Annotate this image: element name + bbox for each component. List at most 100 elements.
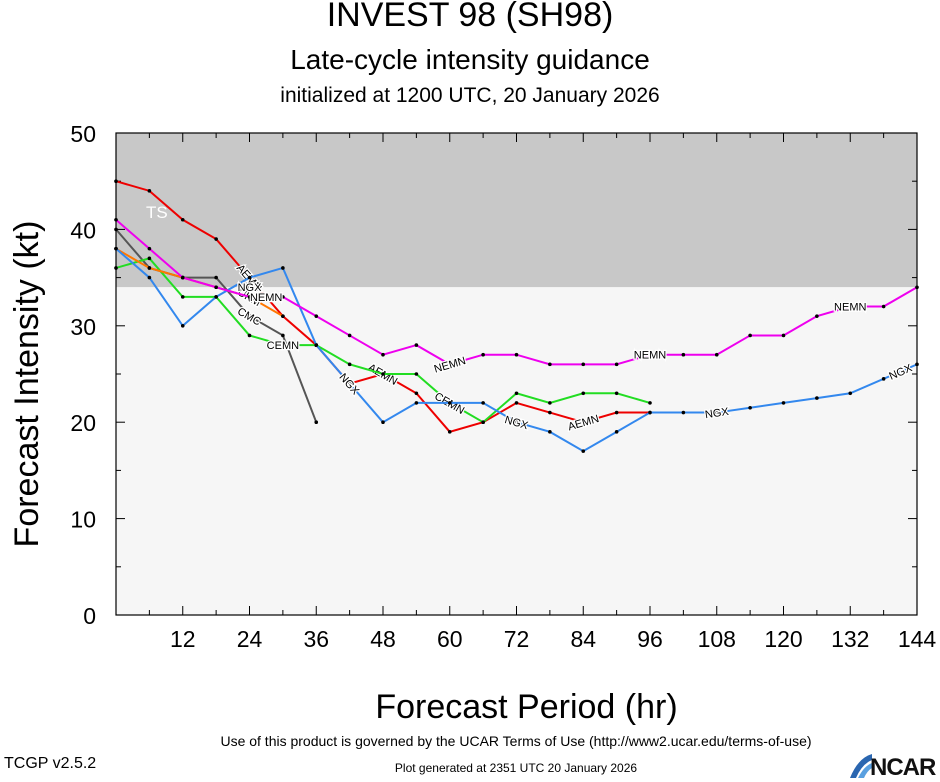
data-point-nemn: [714, 352, 719, 357]
data-point-cemn: [648, 401, 652, 405]
data-point-ngx: [848, 391, 853, 396]
ncar-logo: NCAR: [848, 752, 938, 781]
data-point-nemn: [781, 333, 786, 338]
data-point-ngx: [314, 343, 319, 347]
y-tick-label: 10: [70, 507, 96, 533]
data-point-cmc: [114, 227, 118, 232]
data-point-ngx: [147, 275, 152, 280]
data-point-cemn: [147, 256, 152, 261]
data-point-cemn: [247, 333, 252, 338]
data-point-ngx: [414, 401, 419, 405]
data-point-ngx: [180, 324, 185, 328]
data-point-cemn: [180, 295, 185, 299]
data-point-ngx: [214, 295, 218, 299]
data-point-nemn: [881, 304, 886, 309]
version-label: TCGP v2.5.2: [4, 755, 97, 772]
series-ngx: NGX: [236, 281, 263, 296]
data-point-aemn: [548, 410, 552, 415]
data-point-nemn: [147, 246, 152, 251]
data-point-cemn: [114, 266, 118, 270]
intensity-band-1: [116, 287, 917, 615]
data-point-ngx: [247, 285, 252, 290]
data-point-ngx: [481, 401, 485, 405]
data-point-nemn: [447, 362, 452, 367]
x-tick-label: 24: [237, 626, 263, 652]
data-point-nemn: [180, 275, 185, 280]
data-point-ukm: [281, 314, 285, 318]
data-point-cemn: [581, 391, 586, 396]
data-point-cmc: [214, 275, 218, 280]
data-point-cemn: [514, 391, 519, 396]
series-label-ngx: NGX: [704, 406, 730, 421]
data-point-aemn: [114, 179, 118, 183]
x-axis-title: Forecast Period (hr): [375, 688, 677, 726]
data-point-nemn: [414, 343, 419, 347]
data-point-ngx: [614, 430, 619, 434]
x-tick-label: 144: [898, 626, 937, 652]
data-point-nemn: [848, 304, 853, 309]
data-point-ngx: [714, 410, 719, 415]
y-tick-label: 40: [70, 217, 96, 243]
data-point-ngx: [514, 420, 519, 425]
x-tick-label: 120: [764, 626, 802, 652]
data-point-aemn: [214, 237, 218, 241]
y-tick-label: 20: [70, 410, 96, 436]
data-point-aemn: [147, 189, 152, 193]
data-point-aemn: [614, 410, 619, 415]
x-tick-label: 96: [637, 626, 663, 652]
data-point-ngx: [681, 410, 686, 415]
chart-title: INVEST 98 (SH98): [326, 0, 614, 34]
data-point-ngx: [114, 246, 118, 251]
initialization-time: initialized at 1200 UTC, 20 January 2026: [280, 84, 660, 107]
data-point-nemn: [614, 362, 619, 367]
data-point-ngx: [247, 275, 252, 280]
y-tick-label: 50: [70, 121, 96, 147]
y-tick-label: 30: [70, 314, 96, 340]
data-point-ngx: [815, 396, 819, 400]
data-point-cemn: [548, 401, 552, 405]
data-point-nemn: [481, 352, 485, 357]
x-tick-label: 36: [303, 626, 329, 652]
data-point-ngx: [548, 430, 552, 434]
data-point-cemn: [614, 391, 619, 396]
x-tick-label: 108: [698, 626, 736, 652]
data-point-ngx: [915, 362, 919, 367]
data-point-nemn: [347, 333, 352, 338]
data-point-nemn: [815, 314, 819, 318]
data-point-nemn: [748, 333, 752, 338]
terms-of-use-text: Use of this product is governed by the U…: [220, 733, 812, 749]
data-point-nemn: [114, 217, 118, 222]
data-point-cemn: [381, 372, 385, 376]
data-point-ngx: [881, 377, 886, 381]
axis-ticks: [116, 133, 917, 615]
data-point-nemn: [281, 295, 285, 299]
series-label-nemn: NEMN: [834, 302, 866, 314]
y-tick-label: 0: [83, 603, 96, 629]
x-tick-label: 84: [570, 626, 596, 652]
generated-timestamp: Plot generated at 2351 UTC 20 January 20…: [394, 761, 638, 775]
data-point-cemn: [347, 362, 352, 367]
intensity-band-0: [116, 133, 917, 288]
data-point-cemn: [414, 372, 419, 376]
ncar-logo-text: NCAR: [870, 754, 936, 781]
data-point-ngx: [381, 420, 385, 425]
data-point-nemn: [214, 285, 218, 290]
data-point-ngx: [648, 410, 652, 415]
data-point-ngx: [781, 401, 786, 405]
data-point-ngx: [581, 449, 586, 453]
data-point-nemn: [247, 295, 252, 299]
series-label-cemn: CEMN: [267, 340, 299, 352]
data-point-aemn: [581, 420, 586, 425]
x-tick-label: 48: [370, 626, 396, 652]
x-tick-label: 60: [437, 626, 463, 652]
series-label-nemn: NEMN: [250, 292, 282, 304]
data-point-ngx: [281, 266, 285, 270]
data-point-nemn: [681, 352, 686, 357]
data-point-ukm: [147, 266, 152, 270]
band-label-ts: TS: [146, 203, 168, 222]
data-point-aemn: [514, 401, 519, 405]
data-point-nemn: [581, 362, 586, 367]
data-point-ngx: [347, 381, 352, 386]
data-point-ngx: [447, 401, 452, 405]
